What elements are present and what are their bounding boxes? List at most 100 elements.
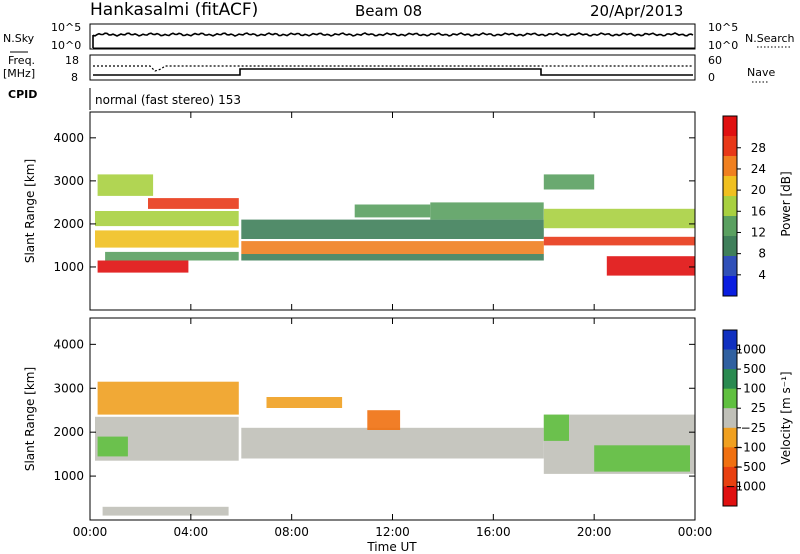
power-band-10 bbox=[430, 202, 544, 220]
velocity-colorbar-label-4: −25 bbox=[741, 421, 766, 435]
velocity-colorbar-cell-5 bbox=[723, 427, 737, 448]
freq-tick-high: 18 bbox=[65, 54, 79, 67]
power-band-0 bbox=[97, 260, 189, 273]
velocity-ytick-label-2: 3000 bbox=[53, 381, 84, 395]
velocity-band-4 bbox=[266, 397, 343, 408]
power-colorbar-label: Power [dB] bbox=[779, 171, 793, 236]
velocity-colorbar-cell-2 bbox=[723, 369, 737, 389]
velocity-y-axis-label: Slant Range [km] bbox=[23, 367, 37, 471]
velocity-colorbar-cell-4 bbox=[723, 408, 737, 429]
freq-panel: Freq. [MHz] 18 8 60 0 Nave bbox=[3, 54, 775, 84]
power-band-9 bbox=[354, 204, 431, 218]
cpid-label: CPID bbox=[8, 88, 37, 101]
velocity-colorbar-cell-8 bbox=[723, 486, 737, 507]
velocity-colorbar-label-3: 25 bbox=[751, 401, 766, 415]
power-band-13 bbox=[606, 256, 695, 276]
x-tick-label-1: 04:00 bbox=[174, 525, 209, 539]
cpid-text: normal (fast stereo) 153 bbox=[95, 93, 241, 107]
power-colorbar-cell-2 bbox=[723, 156, 737, 177]
power-colorbar-label-0: 4 bbox=[758, 268, 766, 282]
nsky-trace bbox=[92, 32, 694, 48]
velocity-colorbar-cells bbox=[723, 330, 737, 507]
power-y-axis: 1000 2000 3000 4000 bbox=[53, 131, 695, 274]
power-band-11 bbox=[543, 236, 696, 246]
power-band-14 bbox=[543, 174, 595, 190]
velocity-x-axis: 00:00 04:00 08:00 12:00 16:00 20:00 00:00 bbox=[73, 318, 713, 539]
nsearch-label: N.Search bbox=[745, 32, 795, 45]
power-band-3 bbox=[95, 211, 239, 227]
velocity-ytick-label-3: 4000 bbox=[53, 337, 84, 351]
power-panel: 1000 2000 3000 4000 Slant Range [km] bbox=[23, 111, 696, 311]
power-colorbar-cell-6 bbox=[723, 236, 737, 257]
power-colorbar-label-5: 24 bbox=[751, 162, 766, 176]
beam-title: Beam 08 bbox=[355, 2, 422, 20]
power-colorbar-cell-3 bbox=[723, 176, 737, 197]
power-band-2 bbox=[95, 230, 239, 248]
velocity-colorbar-label-0: 1000 bbox=[735, 343, 766, 357]
date-title: 20/Apr/2013 bbox=[590, 2, 683, 20]
power-band-4 bbox=[97, 174, 154, 196]
power-colorbar-label-4: 20 bbox=[751, 183, 766, 197]
power-band-1 bbox=[105, 251, 239, 261]
nave-tick-high: 60 bbox=[708, 54, 722, 67]
x-tick-label-0: 00:00 bbox=[73, 525, 108, 539]
velocity-colorbar-label-6: −500 bbox=[733, 460, 766, 474]
power-x-ticks bbox=[89, 112, 696, 310]
velocity-colorbar-cell-6 bbox=[723, 447, 737, 468]
nsky-tick-high: 10^5 bbox=[51, 21, 81, 34]
power-colorbar-cells bbox=[723, 116, 737, 297]
x-tick-label-5: 20:00 bbox=[577, 525, 612, 539]
velocity-colorbar-ticks: 1000 500 100 25 −25 −100 −500 −1000 bbox=[725, 343, 766, 494]
power-colorbar-label-6: 28 bbox=[751, 141, 766, 155]
power-ytick-label-1: 2000 bbox=[53, 217, 84, 231]
time-axis-label: Time UT bbox=[366, 540, 417, 554]
x-tick-label-3: 12:00 bbox=[375, 525, 410, 539]
power-ytick-label-0: 1000 bbox=[53, 260, 84, 274]
power-band-6 bbox=[241, 219, 544, 239]
velocity-ytick-label-0: 1000 bbox=[53, 469, 84, 483]
velocity-colorbar-cell-1 bbox=[723, 349, 737, 370]
freq-frame bbox=[89, 54, 696, 81]
velocity-colorbar-cell-3 bbox=[723, 388, 737, 409]
nsearch-tick-low: 10^0 bbox=[708, 39, 738, 52]
power-colorbar-label-2: 12 bbox=[751, 225, 766, 239]
velocity-ytick-label-1: 2000 bbox=[53, 425, 84, 439]
power-band-12 bbox=[543, 208, 696, 229]
freq-unit: [MHz] bbox=[3, 67, 35, 80]
station-title: Hankasalmi (fitACF) bbox=[90, 0, 258, 20]
power-colorbar-cell-4 bbox=[723, 196, 737, 217]
velocity-colorbar-label-7: −1000 bbox=[725, 479, 766, 493]
power-ytick-label-3: 4000 bbox=[53, 131, 84, 145]
power-colorbar-cell-1 bbox=[723, 136, 737, 157]
power-colorbar-cell-8 bbox=[723, 276, 737, 297]
power-colorbar-cell-5 bbox=[723, 216, 737, 237]
nsky-frame bbox=[89, 23, 696, 50]
power-band-5 bbox=[148, 198, 239, 209]
velocity-colorbar: 1000 500 100 25 −25 −100 −500 −1000 Velocity [m… bbox=[722, 329, 793, 507]
nsky-label: N.Sky bbox=[3, 32, 35, 45]
freq-label: Freq. bbox=[8, 54, 35, 67]
velocity-panel: 1000 2000 3000 4000 00:00 04:00 08:00 12:00 16:… bbox=[23, 317, 713, 554]
nave-tick-low: 0 bbox=[708, 71, 715, 84]
x-tick-label-4: 16:00 bbox=[476, 525, 511, 539]
power-band-7 bbox=[241, 241, 544, 254]
velocity-colorbar-cell-7 bbox=[723, 466, 737, 487]
power-colorbar-frame bbox=[722, 115, 738, 297]
velocity-band-3 bbox=[241, 427, 544, 459]
x-tick-label-6: 00:00 bbox=[678, 525, 713, 539]
freq-tick-low: 8 bbox=[71, 71, 78, 84]
power-colorbar-cell-7 bbox=[723, 256, 737, 277]
power-heatmap bbox=[95, 174, 696, 276]
velocity-band-8 bbox=[543, 414, 569, 441]
velocity-colorbar-frame bbox=[722, 329, 738, 507]
velocity-heatmap bbox=[95, 381, 696, 516]
nsky-panel: N.Sky 10^5 10^0 10^5 10^0 N.Search bbox=[3, 21, 795, 53]
power-colorbar-cell-0 bbox=[723, 116, 737, 137]
velocity-band-1 bbox=[97, 436, 128, 457]
nsearch-tick-high: 10^5 bbox=[708, 21, 738, 34]
velocity-colorbar-cell-0 bbox=[723, 330, 737, 350]
velocity-colorbar-label-1: 500 bbox=[743, 362, 766, 376]
power-colorbar: 4 8 12 16 20 24 28 Power [dB] bbox=[722, 115, 793, 297]
power-colorbar-label-1: 8 bbox=[758, 247, 766, 261]
